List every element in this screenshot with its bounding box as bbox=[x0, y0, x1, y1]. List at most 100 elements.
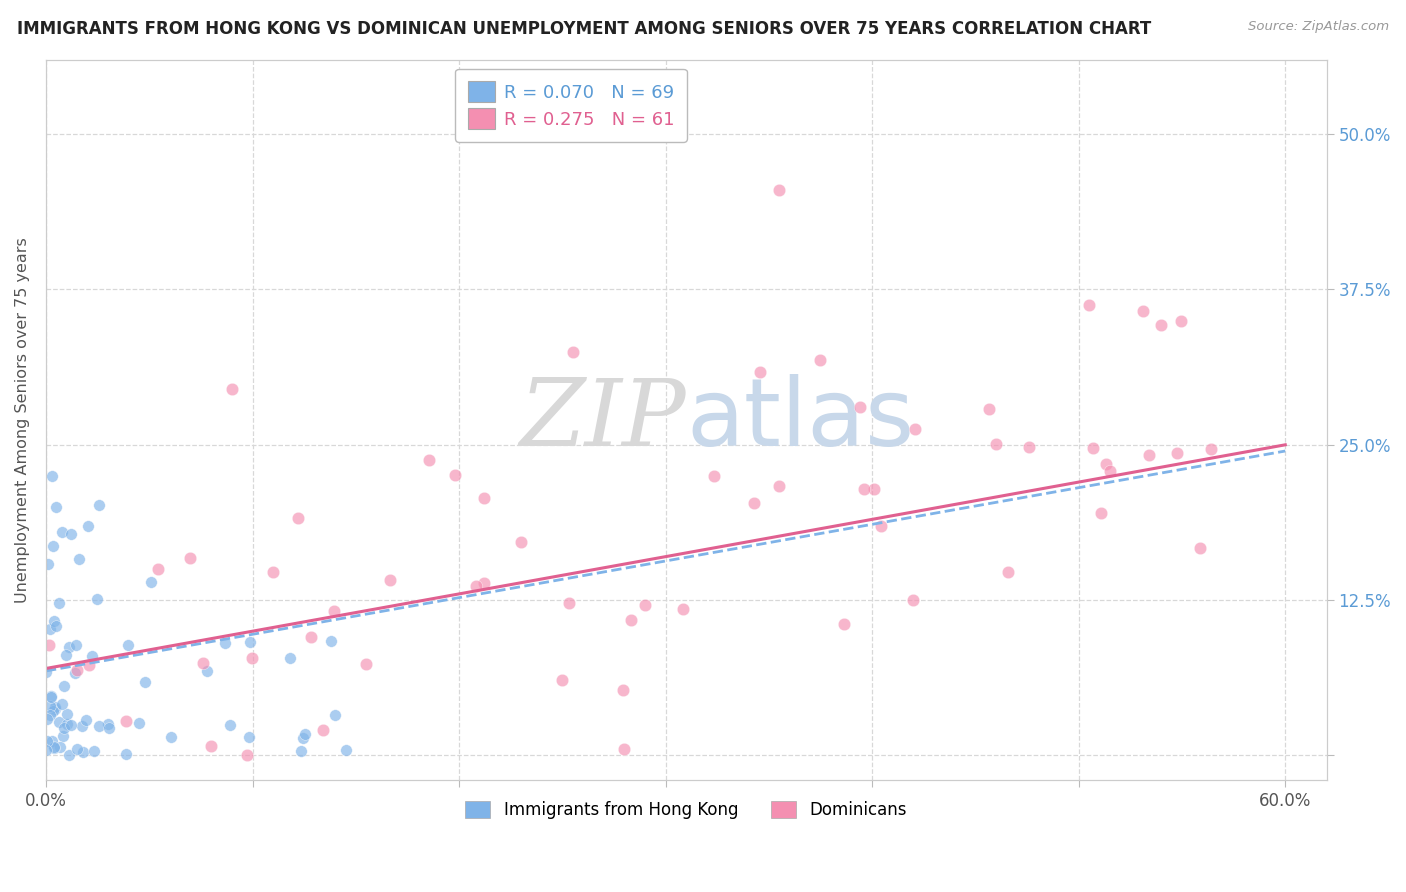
Point bbox=[44, 740, 66, 755]
Point bbox=[42, 704, 65, 718]
Point bbox=[768, 183, 790, 197]
Point bbox=[42, 614, 65, 628]
Point bbox=[115, 747, 138, 761]
Point bbox=[60, 718, 83, 732]
Point bbox=[56, 707, 79, 722]
Point bbox=[239, 635, 262, 649]
Point bbox=[45, 619, 67, 633]
Point bbox=[613, 742, 636, 756]
Point bbox=[1201, 442, 1223, 456]
Point bbox=[38, 699, 60, 714]
Point bbox=[472, 491, 495, 505]
Point bbox=[1090, 506, 1112, 520]
Point bbox=[748, 366, 770, 380]
Text: ZIP: ZIP bbox=[520, 375, 686, 465]
Text: Source: ZipAtlas.com: Source: ZipAtlas.com bbox=[1249, 20, 1389, 33]
Point bbox=[903, 593, 925, 607]
Point bbox=[291, 731, 314, 746]
Point bbox=[65, 663, 87, 677]
Point bbox=[378, 573, 401, 587]
Point bbox=[870, 518, 893, 533]
Y-axis label: Unemployment Among Seniors over 75 years: Unemployment Among Seniors over 75 years bbox=[15, 237, 30, 603]
Point bbox=[808, 353, 831, 368]
Point bbox=[117, 638, 139, 652]
Legend: Immigrants from Hong Kong, Dominicans: Immigrants from Hong Kong, Dominicans bbox=[458, 795, 914, 826]
Point bbox=[39, 622, 62, 636]
Point bbox=[634, 599, 657, 613]
Point bbox=[558, 596, 581, 610]
Point bbox=[703, 468, 725, 483]
Point bbox=[240, 650, 263, 665]
Point bbox=[51, 524, 73, 539]
Point bbox=[70, 719, 93, 733]
Point bbox=[48, 596, 70, 610]
Point bbox=[66, 742, 89, 756]
Point bbox=[44, 702, 66, 716]
Point bbox=[1139, 448, 1161, 462]
Point bbox=[195, 664, 218, 678]
Point bbox=[510, 534, 533, 549]
Point bbox=[744, 496, 766, 510]
Point bbox=[214, 636, 236, 650]
Point bbox=[620, 613, 643, 627]
Point bbox=[83, 744, 105, 758]
Point bbox=[200, 739, 222, 753]
Point bbox=[87, 719, 110, 733]
Point bbox=[59, 526, 82, 541]
Text: atlas: atlas bbox=[686, 374, 914, 466]
Point bbox=[48, 715, 70, 730]
Point bbox=[287, 511, 309, 525]
Point bbox=[77, 657, 100, 672]
Point bbox=[148, 561, 170, 575]
Point bbox=[41, 734, 63, 748]
Point bbox=[80, 648, 103, 663]
Text: IMMIGRANTS FROM HONG KONG VS DOMINICAN UNEMPLOYMENT AMONG SENIORS OVER 75 YEARS : IMMIGRANTS FROM HONG KONG VS DOMINICAN U… bbox=[17, 20, 1152, 37]
Point bbox=[35, 712, 58, 726]
Point bbox=[1094, 458, 1116, 472]
Point bbox=[39, 690, 62, 705]
Point bbox=[354, 657, 377, 672]
Point bbox=[672, 602, 695, 616]
Point bbox=[58, 747, 80, 762]
Point bbox=[1083, 442, 1105, 456]
Point bbox=[75, 713, 97, 727]
Point bbox=[612, 683, 634, 698]
Point bbox=[294, 727, 316, 741]
Point bbox=[37, 557, 59, 571]
Point bbox=[45, 500, 67, 514]
Point bbox=[465, 579, 488, 593]
Point bbox=[219, 717, 242, 731]
Point bbox=[53, 679, 76, 693]
Point bbox=[49, 740, 72, 755]
Point bbox=[63, 665, 86, 680]
Point bbox=[290, 744, 312, 758]
Point bbox=[235, 748, 257, 763]
Point bbox=[97, 717, 120, 731]
Point bbox=[1150, 318, 1173, 332]
Point bbox=[58, 640, 80, 654]
Point bbox=[134, 674, 156, 689]
Point bbox=[1132, 304, 1154, 318]
Point bbox=[852, 482, 875, 496]
Point bbox=[42, 741, 65, 756]
Point bbox=[55, 648, 77, 662]
Point bbox=[76, 519, 98, 533]
Point bbox=[67, 552, 90, 566]
Point bbox=[52, 721, 75, 735]
Point bbox=[319, 633, 342, 648]
Point bbox=[977, 401, 1000, 416]
Point bbox=[849, 400, 872, 414]
Point bbox=[238, 730, 260, 744]
Point bbox=[115, 714, 138, 728]
Point bbox=[299, 630, 322, 644]
Point bbox=[322, 604, 344, 618]
Point bbox=[312, 723, 335, 737]
Point bbox=[39, 708, 62, 723]
Point bbox=[472, 576, 495, 591]
Point bbox=[56, 716, 79, 731]
Point bbox=[98, 721, 121, 735]
Point bbox=[904, 422, 927, 436]
Point bbox=[1166, 446, 1188, 460]
Point bbox=[51, 698, 73, 712]
Point bbox=[41, 468, 63, 483]
